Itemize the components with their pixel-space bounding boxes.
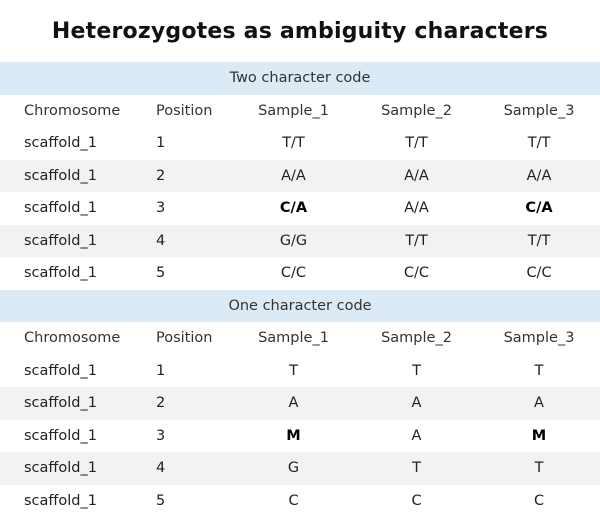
genotype-cell: G	[232, 452, 355, 485]
genotype-cell: A/A	[355, 159, 478, 192]
position-cell: 5	[156, 492, 166, 509]
column-header: Chromosome	[24, 102, 121, 119]
section-header-row: Two character code	[0, 62, 600, 95]
chromosome-cell: scaffold_1	[0, 387, 132, 420]
genotype-cell: C	[288, 492, 299, 509]
column-header-row: Chromosome Position Sample_1 Sample_2 Sa…	[0, 95, 600, 128]
genotype-cell: T/T	[282, 135, 305, 152]
table-row: scaffold_1 2 A/A A/A A/A	[0, 159, 600, 192]
genotype-cell: T	[534, 362, 544, 379]
genotype-cell: T	[355, 452, 478, 485]
column-header-row: Chromosome Position Sample_1 Sample_2 Sa…	[0, 322, 600, 355]
table-row: scaffold_1 4 G T T	[0, 452, 600, 485]
chromosome-cell: scaffold_1	[24, 362, 97, 379]
chromosome-cell: scaffold_1	[0, 452, 132, 485]
table-row: scaffold_1 2 A A A	[0, 387, 600, 420]
column-header: Sample_2	[381, 102, 452, 119]
genotype-cell: T/T	[405, 135, 428, 152]
genotype-cell: T	[289, 362, 298, 379]
heterozygous-genotype-cell: C/A	[279, 200, 308, 217]
position-cell: 1	[156, 135, 166, 152]
table-row: scaffold_1 1 T T T	[0, 355, 600, 388]
chromosome-cell: scaffold_1	[0, 224, 132, 257]
position-cell: 5	[156, 265, 166, 282]
heterozygous-genotype-cell: M	[531, 427, 547, 444]
position-cell: 4	[132, 224, 232, 257]
section-label: Two character code	[0, 62, 600, 95]
position-cell: 2	[132, 159, 232, 192]
table-row: scaffold_1 3 C/A A/A C/A	[0, 192, 600, 225]
genotype-cell: A	[411, 427, 422, 444]
position-cell: 4	[132, 452, 232, 485]
position-cell: 2	[132, 387, 232, 420]
column-header: Chromosome	[24, 330, 121, 347]
genotype-cell: C/C	[403, 265, 430, 282]
genotype-cell: T	[478, 452, 600, 485]
genotype-cell: G/G	[232, 224, 355, 257]
genotype-cell: A	[478, 387, 600, 420]
genotype-cell: T/T	[355, 224, 478, 257]
genotype-cell: A/A	[232, 159, 355, 192]
column-header: Position	[156, 102, 213, 119]
table-row: scaffold_1 5 C/C C/C C/C	[0, 257, 600, 290]
column-header: Position	[156, 330, 213, 347]
column-header: Sample_3	[503, 330, 575, 347]
heterozygous-genotype-cell: M	[286, 427, 301, 444]
table-row: scaffold_1 3 M A M	[0, 420, 600, 453]
genotype-cell: A	[355, 387, 478, 420]
genotype-table: Two character code Chromosome Position S…	[0, 62, 600, 517]
chromosome-cell: scaffold_1	[24, 135, 97, 152]
column-header: Sample_1	[258, 330, 329, 347]
chromosome-cell: scaffold_1	[0, 159, 132, 192]
genotype-cell: A/A	[404, 200, 429, 217]
genotype-cell: C/C	[280, 265, 307, 282]
chromosome-cell: scaffold_1	[24, 200, 97, 217]
heterozygous-genotype-cell: C/A	[525, 200, 553, 217]
chromosome-cell: scaffold_1	[24, 427, 97, 444]
table-row: scaffold_1 1 T/T T/T T/T	[0, 127, 600, 160]
column-header: Sample_2	[381, 330, 452, 347]
position-cell: 3	[156, 427, 166, 444]
genotype-cell: C/C	[526, 265, 552, 282]
table-row: scaffold_1 5 C C C	[0, 485, 600, 518]
genotype-cell: T/T	[527, 135, 551, 152]
genotype-cell: T/T	[478, 224, 600, 257]
page-title: Heterozygotes as ambiguity characters	[51, 18, 549, 44]
genotype-cell: T	[412, 362, 421, 379]
column-header: Sample_1	[258, 102, 329, 119]
genotype-cell: A	[232, 387, 355, 420]
chromosome-cell: scaffold_1	[24, 492, 97, 509]
section-header-row: One character code	[0, 289, 600, 322]
position-cell: 3	[156, 200, 166, 217]
genotype-cell: A/A	[478, 159, 600, 192]
position-cell: 1	[156, 362, 166, 379]
column-header: Sample_3	[503, 102, 575, 119]
genotype-cell: C	[533, 492, 545, 509]
section-label: One character code	[0, 289, 600, 322]
chromosome-cell: scaffold_1	[24, 265, 97, 282]
genotype-cell: C	[411, 492, 422, 509]
table-row: scaffold_1 4 G/G T/T T/T	[0, 224, 600, 257]
